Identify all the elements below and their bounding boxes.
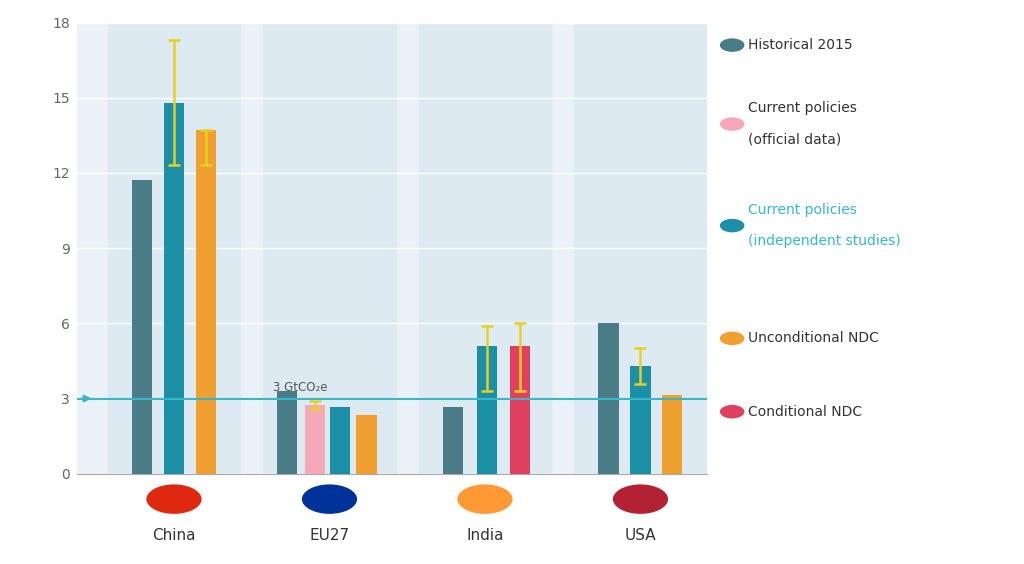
Text: Unconditional NDC: Unconditional NDC [748, 332, 879, 345]
Bar [419, 23, 551, 474]
Text: Conditional NDC: Conditional NDC [748, 405, 861, 418]
Bar [598, 323, 618, 474]
Text: India: India [466, 528, 504, 543]
Text: China: China [153, 528, 196, 543]
Bar [356, 415, 377, 474]
Bar [305, 405, 326, 474]
Text: Current policies: Current policies [748, 203, 856, 217]
Text: (official data): (official data) [748, 133, 841, 147]
Text: 3 GtCO₂e: 3 GtCO₂e [273, 381, 328, 394]
Bar [574, 23, 707, 474]
Text: EU27: EU27 [309, 528, 349, 543]
Bar [663, 395, 682, 474]
Bar [510, 346, 530, 474]
Bar [108, 23, 240, 474]
Text: Current policies: Current policies [748, 102, 856, 115]
Bar [164, 103, 184, 474]
Bar [263, 23, 395, 474]
Bar [330, 407, 350, 474]
Text: Historical 2015: Historical 2015 [748, 38, 852, 52]
Bar [443, 407, 463, 474]
Text: USA: USA [625, 528, 656, 543]
Bar [132, 180, 153, 474]
Bar [196, 130, 216, 474]
Bar [276, 391, 297, 474]
Bar [631, 366, 650, 474]
Bar [477, 346, 497, 474]
Text: (independent studies): (independent studies) [748, 235, 900, 248]
